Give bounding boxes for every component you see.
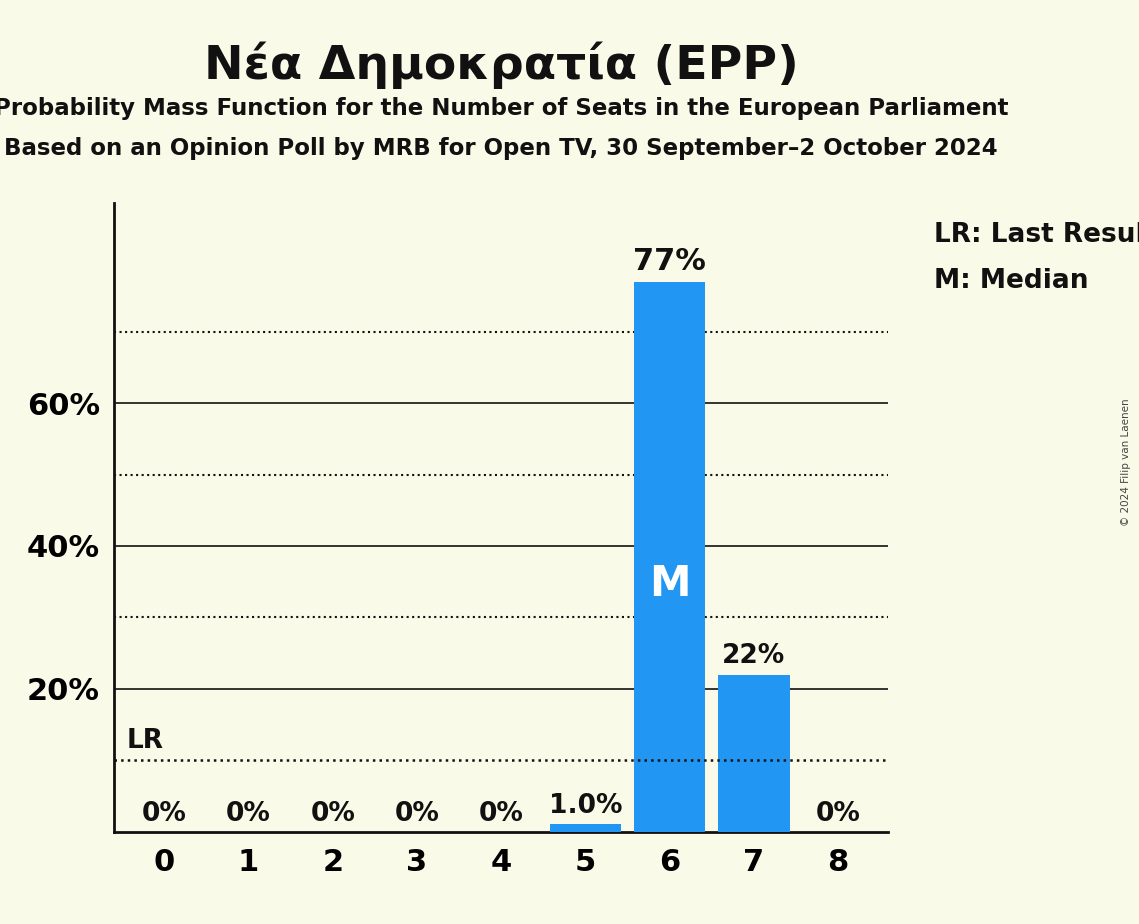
Text: Νέα Δημοκρατία (EPP): Νέα Δημοκρατία (EPP) <box>204 42 798 89</box>
Text: M: M <box>649 564 690 605</box>
Text: LR: Last Result: LR: Last Result <box>934 222 1139 248</box>
Text: Probability Mass Function for the Number of Seats in the European Parliament: Probability Mass Function for the Number… <box>0 97 1008 120</box>
Bar <box>718 675 789 832</box>
Text: 0%: 0% <box>816 801 860 827</box>
Text: 77%: 77% <box>633 247 706 276</box>
Text: 0%: 0% <box>227 801 271 827</box>
Text: 0%: 0% <box>478 801 524 827</box>
Text: M: Median: M: Median <box>934 268 1089 294</box>
Text: LR: LR <box>126 728 164 754</box>
Text: 22%: 22% <box>722 643 786 669</box>
Bar <box>633 282 705 832</box>
Bar <box>550 824 621 832</box>
Text: © 2024 Filip van Laenen: © 2024 Filip van Laenen <box>1121 398 1131 526</box>
Text: Based on an Opinion Poll by MRB for Open TV, 30 September–2 October 2024: Based on an Opinion Poll by MRB for Open… <box>5 137 998 160</box>
Text: 1.0%: 1.0% <box>549 793 622 819</box>
Text: 0%: 0% <box>142 801 187 827</box>
Text: 0%: 0% <box>310 801 355 827</box>
Text: 0%: 0% <box>394 801 440 827</box>
